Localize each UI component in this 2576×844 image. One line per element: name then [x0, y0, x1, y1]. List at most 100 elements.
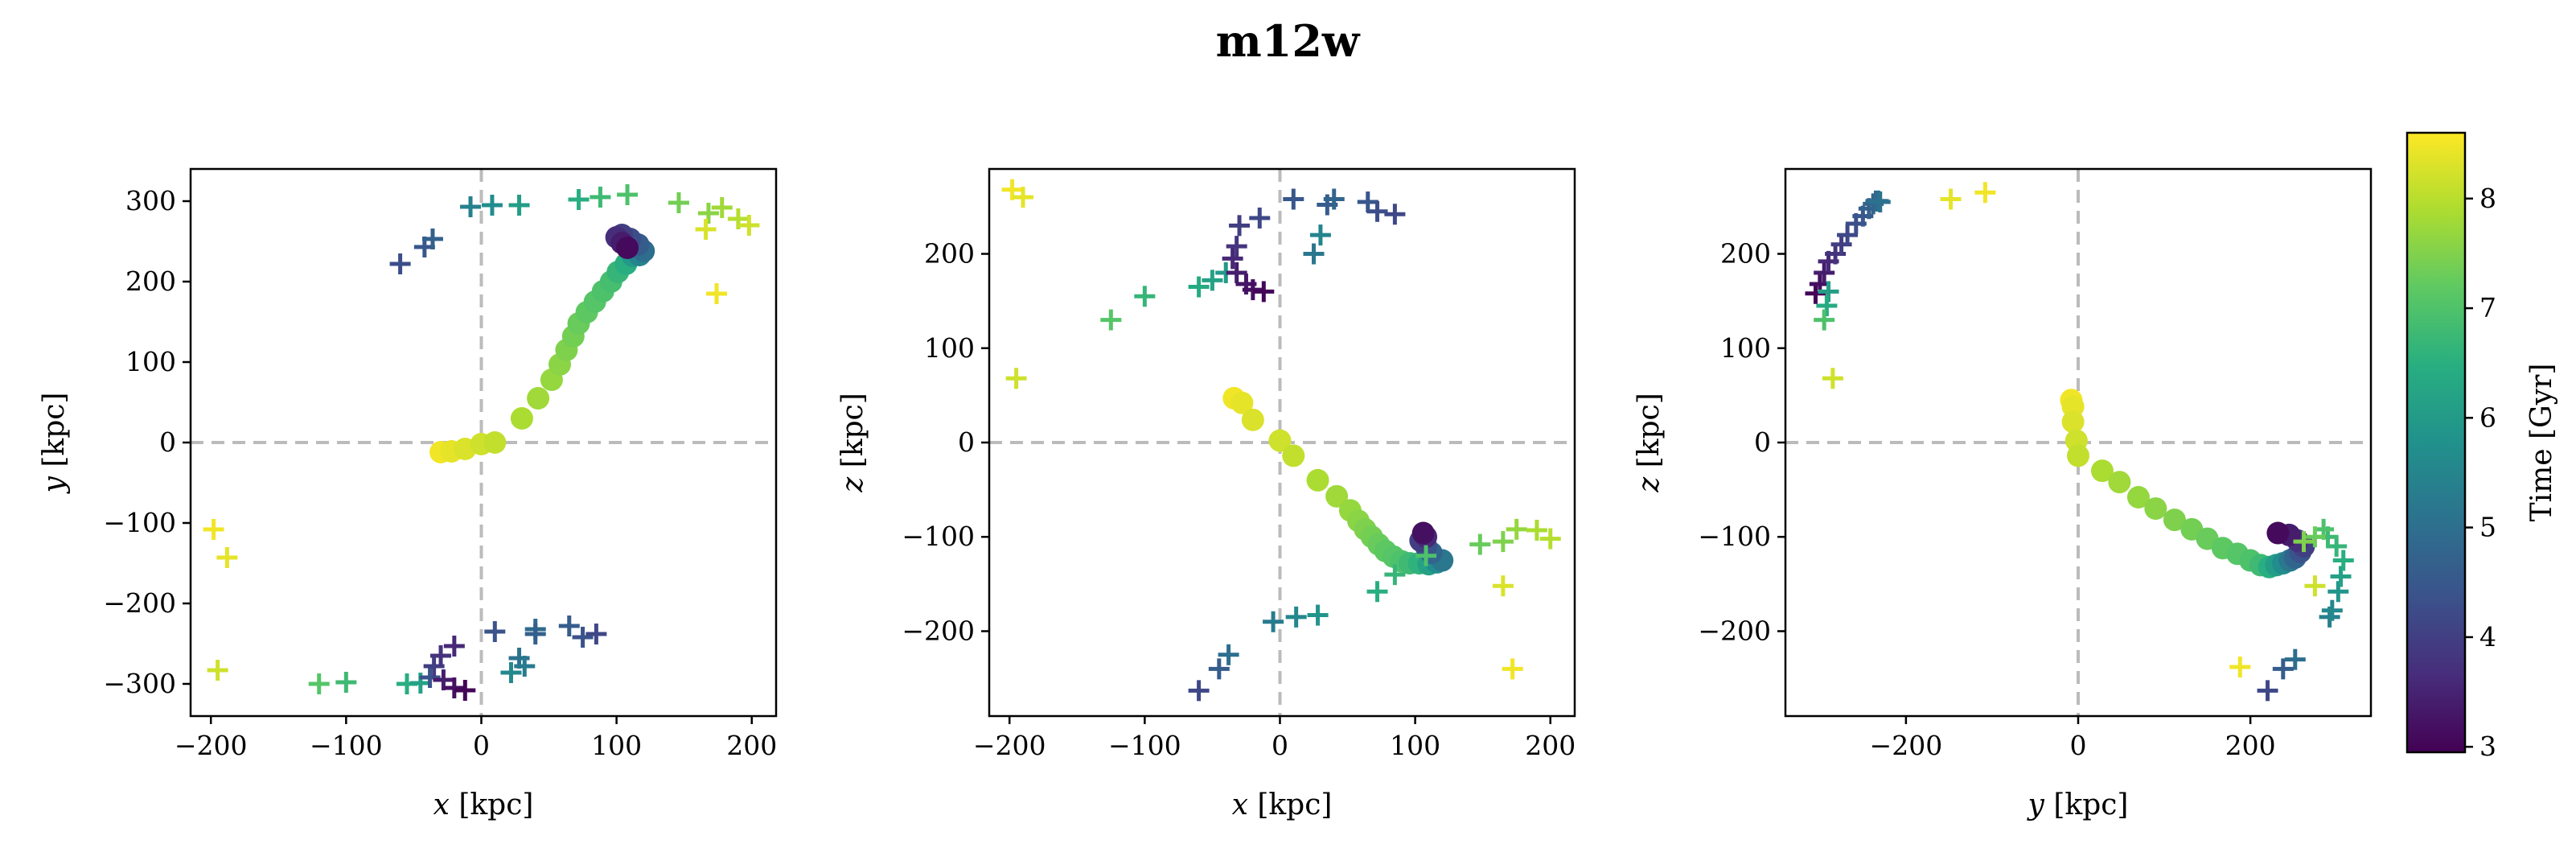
satellite-marker: [419, 667, 441, 688]
satellite-marker: [2272, 658, 2294, 680]
satellite-marker: [1229, 215, 1251, 237]
orbit-point: [1306, 468, 1329, 492]
y-tick-label: −100: [103, 507, 176, 538]
satellite-marker: [1226, 236, 1247, 257]
orbit-point: [1282, 444, 1305, 467]
satellite-marker: [443, 636, 465, 657]
x-tick-label: 100: [1390, 730, 1440, 761]
orbit-point: [2090, 459, 2114, 483]
satellite-marker: [508, 195, 530, 216]
satellite-marker: [1822, 368, 1843, 389]
satellite-marker: [590, 187, 611, 208]
orbit-point: [2067, 444, 2089, 467]
satellite-marker: [1384, 564, 1406, 586]
satellite-marker: [430, 645, 452, 666]
y-axis-label: y [kpc]: [38, 393, 71, 495]
y-tick-label: −100: [902, 521, 975, 552]
satellite-marker: [1814, 309, 1835, 331]
satellite-marker: [454, 680, 476, 701]
y-axis-label: z [kpc]: [1633, 393, 1666, 493]
satellite-marker: [2304, 575, 2326, 597]
x-tick-label: −100: [310, 730, 383, 761]
satellite-marker: [1357, 191, 1378, 213]
satellite-marker: [1415, 545, 1437, 566]
orbit-point: [2163, 508, 2186, 532]
satellite-marker: [1506, 518, 1527, 540]
satellite-marker: [727, 208, 749, 229]
colorbar-tick-label: 3: [2479, 731, 2496, 762]
satellite-marker: [1218, 644, 1239, 665]
satellite-marker: [738, 215, 760, 236]
x-tick-label: 100: [591, 730, 642, 761]
colorbar-tick-label: 5: [2479, 512, 2496, 543]
x-tick-label: 200: [1525, 730, 1576, 761]
satellite-marker: [421, 228, 443, 249]
orbit-point: [2126, 486, 2150, 508]
satellite-marker: [1814, 261, 1835, 283]
satellite-marker: [433, 669, 454, 690]
satellite-marker: [1940, 188, 1962, 210]
satellite-marker: [2293, 531, 2315, 553]
satellite-marker: [1285, 606, 1307, 628]
satellite-marker: [1202, 270, 1223, 291]
satellite-marker: [2332, 550, 2354, 571]
y-tick-label: 200: [1720, 238, 1771, 270]
satellite-marker: [1323, 188, 1345, 210]
satellite-marker: [1283, 188, 1304, 210]
satellite-marker: [1384, 204, 1406, 225]
colorbar-label: Time [Gyr]: [2525, 364, 2558, 522]
satellite-marker: [1134, 286, 1156, 307]
orbit-point: [2108, 471, 2131, 494]
satellite-marker: [335, 672, 357, 693]
satellite-marker: [1303, 243, 1325, 265]
satellite-marker: [695, 219, 717, 240]
x-axis-label: x [kpc]: [433, 788, 534, 821]
satellite-marker: [514, 656, 536, 677]
colorbar-tick-label: 8: [2479, 183, 2496, 214]
x-tick-label: 0: [1272, 730, 1288, 761]
satellite-marker: [1469, 533, 1491, 555]
y-tick-label: 100: [125, 346, 176, 377]
satellite-marker: [1222, 248, 1243, 270]
satellite-marker: [558, 616, 580, 636]
y-tick-label: 200: [125, 266, 176, 297]
satellite-marker: [216, 547, 238, 568]
y-tick-label: 0: [159, 426, 176, 458]
satellite-marker: [443, 677, 465, 698]
satellite-marker: [1539, 528, 1561, 550]
colorbar-gradient: [2405, 131, 2467, 754]
satellite-marker: [1100, 309, 1122, 331]
satellite-marker: [1974, 182, 1996, 204]
y-tick-label: 100: [924, 332, 975, 364]
y-tick-label: 200: [924, 238, 975, 270]
satellite-marker: [1492, 575, 1514, 597]
y-tick-label: −200: [103, 587, 176, 619]
satellite-marker: [481, 195, 503, 216]
y-tick-label: 0: [958, 426, 975, 458]
satellite-marker: [1837, 224, 1859, 246]
orbit-point: [2266, 521, 2290, 545]
satellite-marker: [2330, 566, 2352, 587]
satellite-marker: [1502, 658, 1523, 680]
satellite-marker: [207, 660, 228, 681]
satellite-marker: [1816, 295, 1838, 316]
satellite-marker: [1005, 368, 1027, 389]
y-tick-label: −100: [1698, 521, 1771, 552]
y-tick-label: −200: [902, 615, 975, 646]
orbit-point: [1230, 391, 1254, 414]
orbit-point: [616, 237, 639, 259]
orbit-point: [510, 407, 533, 430]
panel-yz: −200 0 200 −200 −100 0 100 200 y [kpc] z [kpc]: [1633, 167, 2373, 821]
satellite-marker: [1526, 520, 1547, 541]
satellite-marker: [1253, 281, 1275, 303]
x-tick-label: 0: [473, 730, 490, 761]
y-tick-label: −200: [1698, 615, 1771, 646]
satellite-marker: [1309, 224, 1331, 246]
x-axis-label: x [kpc]: [1232, 788, 1333, 821]
orbit-point: [527, 387, 550, 410]
y-axis-label: z [kpc]: [836, 393, 869, 493]
satellite-marker: [2321, 599, 2343, 621]
orbit-point: [1325, 484, 1349, 508]
satellite-marker: [2257, 680, 2278, 702]
x-axis-label: y [kpc]: [2027, 788, 2129, 821]
